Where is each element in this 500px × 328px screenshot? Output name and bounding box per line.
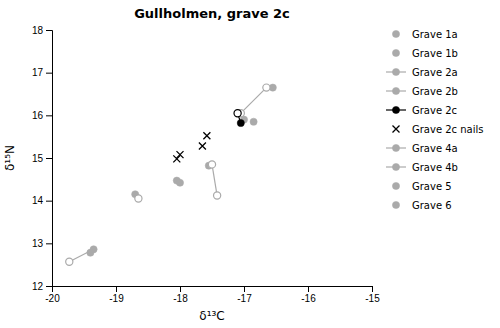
- tick: -15: [365, 286, 380, 304]
- tick: -19: [109, 286, 124, 304]
- legend-symbol: [392, 106, 399, 113]
- legend-symbol: [392, 68, 399, 75]
- x-axis: -20 -19 -18 -17 -16 -15: [45, 286, 380, 304]
- tick: 14: [32, 195, 52, 206]
- legend-label: Grave 5: [412, 181, 452, 192]
- point: [173, 155, 180, 162]
- tick-mark: [46, 115, 52, 116]
- legend-label: Grave 6: [412, 200, 452, 211]
- point: [250, 118, 257, 125]
- legend-symbol: [392, 49, 399, 56]
- tick: -20: [45, 286, 60, 304]
- legend-label: Grave 2b: [412, 86, 458, 97]
- legend-item: Grave 2b: [386, 86, 458, 97]
- tick: 16: [32, 110, 52, 121]
- pair-line: [241, 88, 267, 114]
- tick-mark: [46, 158, 52, 159]
- point: [237, 119, 244, 126]
- legend: Grave 1a Grave 1b Grave 2a Grave 2b Grave 2c…: [386, 29, 484, 211]
- marks: [66, 84, 277, 265]
- tick-mark: [244, 286, 245, 292]
- tick-label: -20: [45, 293, 60, 304]
- tick-mark: [46, 243, 52, 244]
- axis-line: [53, 287, 373, 293]
- point: [177, 151, 184, 158]
- legend-symbol: [392, 201, 399, 208]
- tick-mark: [46, 286, 52, 287]
- y-axis-title: δ¹⁵N: [3, 145, 17, 171]
- tick-label: 17: [32, 67, 44, 78]
- point: [176, 179, 183, 186]
- legend-label: Grave 4a: [412, 143, 458, 154]
- legend-item: Grave 6: [392, 200, 451, 211]
- tick-label: 12: [32, 281, 44, 292]
- tick-label: 14: [32, 195, 44, 206]
- point: [214, 192, 221, 199]
- title: Gullholmen, grave 2c: [134, 6, 290, 21]
- legend-item: Grave 4a: [386, 143, 458, 154]
- legend-symbol: [392, 163, 399, 170]
- x-axis-title: δ¹³C: [199, 309, 224, 323]
- tick-mark: [46, 73, 52, 74]
- legend-symbol: [392, 87, 399, 94]
- legend-item: Grave 1a: [392, 29, 457, 40]
- point: [203, 132, 210, 139]
- tick-label: -19: [109, 293, 124, 304]
- tick-mark: [46, 201, 52, 202]
- tick-label: -18: [173, 293, 188, 304]
- plot-area: -20 -19 -18 -17 -16 -15 12 13 14 15 16 17 18: [32, 25, 380, 304]
- legend-item: Grave 1b: [392, 48, 458, 59]
- legend-item: Grave 2c nails: [393, 124, 484, 135]
- point: [208, 161, 215, 168]
- y-axis: 12 13 14 15 16 17 18: [32, 25, 53, 292]
- legend-symbol: [393, 126, 400, 133]
- axis-line: [46, 31, 53, 287]
- point: [199, 143, 206, 150]
- legend-symbol: [392, 144, 399, 151]
- point: [87, 249, 94, 256]
- legend-item: Grave 4b: [386, 162, 458, 173]
- tick: -18: [173, 286, 188, 304]
- tick-label: -17: [237, 293, 252, 304]
- point: [66, 258, 73, 265]
- legend-label: Grave 2c: [412, 105, 457, 116]
- legend-label: Grave 1a: [412, 29, 458, 40]
- legend-label: Grave 2c nails: [412, 124, 484, 135]
- point: [263, 84, 270, 91]
- legend-label: Grave 1b: [412, 48, 458, 59]
- legend-symbol: [392, 30, 399, 37]
- tick-label: 16: [32, 110, 44, 121]
- tick: 17: [32, 67, 52, 78]
- legend-symbol: [392, 182, 399, 189]
- tick: -16: [301, 286, 316, 304]
- legend-item: Grave 2a: [386, 67, 458, 78]
- tick-label: 15: [32, 153, 44, 164]
- tick-label: 18: [32, 25, 44, 36]
- point: [135, 195, 142, 202]
- tick-label: 13: [32, 238, 44, 249]
- point: [234, 110, 241, 117]
- tick: 13: [32, 238, 52, 249]
- legend-label: Grave 4b: [412, 162, 458, 173]
- tick: 12: [32, 281, 52, 292]
- legend-label: Grave 2a: [412, 67, 458, 78]
- tick-mark: [180, 286, 181, 292]
- legend-item: Grave 5: [392, 181, 451, 192]
- tick-label: -15: [365, 293, 380, 304]
- tick-label: -16: [301, 293, 316, 304]
- tick: 15: [32, 153, 52, 164]
- tick: 18: [32, 25, 52, 36]
- tick-mark: [116, 286, 117, 292]
- tick-mark: [372, 286, 373, 292]
- tick: -17: [237, 286, 252, 304]
- chart: -20 -19 -18 -17 -16 -15 12 13 14 15 16 17 18 Gullholm…: [0, 0, 500, 328]
- tick-mark: [46, 30, 52, 31]
- legend-item: Grave 2c: [386, 105, 457, 116]
- tick-mark: [308, 286, 309, 292]
- pair-line: [212, 164, 217, 195]
